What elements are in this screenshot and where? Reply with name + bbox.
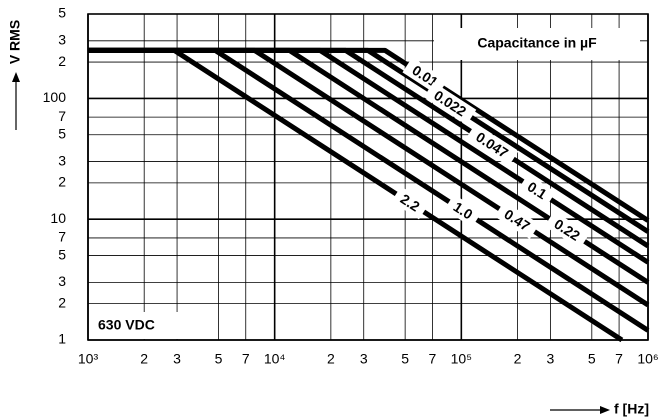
series-line [88,47,624,343]
y-tick-label: 2 [58,53,66,69]
y-axis-label: V RMS [7,20,23,64]
plot-frame [87,13,649,341]
x-tick-label: 5 [588,351,596,367]
legend-box [434,28,640,60]
series-label-bg [391,186,429,220]
x-tick-label: 10⁴ [264,351,286,367]
y-tick-label: 5 [58,125,66,141]
series-line [88,47,650,234]
y-tick-label: 100 [43,89,67,105]
y-tick-label: 2 [58,174,66,190]
x-tick-label: 3 [546,351,554,367]
y-tick-label: 5 [58,246,66,262]
y-tick-label: 7 [58,229,66,245]
x-tick-label: 2 [140,351,148,367]
y-tick-label: 2 [58,294,66,310]
series-label-bg [544,210,590,249]
x-tick-label: 3 [360,351,368,367]
x-tick-label: 2 [327,351,335,367]
y-tick-label: 1 [58,331,66,347]
y-tick-label: 10 [50,210,66,226]
y-axis-arrowhead [12,72,20,82]
y-tick-label: 3 [58,273,66,289]
x-tick-label: 7 [429,351,437,367]
x-tick-label: 7 [615,351,623,367]
y-tick-label: 3 [58,31,66,47]
x-tick-label: 10⁵ [451,351,472,367]
x-tick-label: 10³ [78,351,99,367]
x-tick-label: 2 [514,351,522,367]
y-tick-label: 3 [58,152,66,168]
series-label-bg [465,123,519,167]
legend-title: Capacitance in µF [477,35,597,51]
x-tick-label: 3 [173,351,181,367]
y-tick-label: 7 [58,108,66,124]
series-label-bg [494,201,540,240]
series-label-group: 1.0 [444,194,482,228]
annotation: 630 VDC [98,317,155,333]
series-label-bg [444,194,482,228]
series-label-group: 2.2 [391,186,429,220]
y-tick-label: 5 [58,5,66,21]
series-line [88,47,650,223]
x-tick-label: 10⁶ [637,351,658,367]
series-label-bg [518,174,556,208]
x-tick-label: 5 [401,351,409,367]
x-tick-label: 7 [242,351,250,367]
annotation-box [90,312,190,339]
x-axis-arrowhead [600,406,610,414]
x-tick-label: 5 [215,351,223,367]
series-label-bg [423,82,477,125]
x-axis-label: f [Hz] [614,401,649,417]
